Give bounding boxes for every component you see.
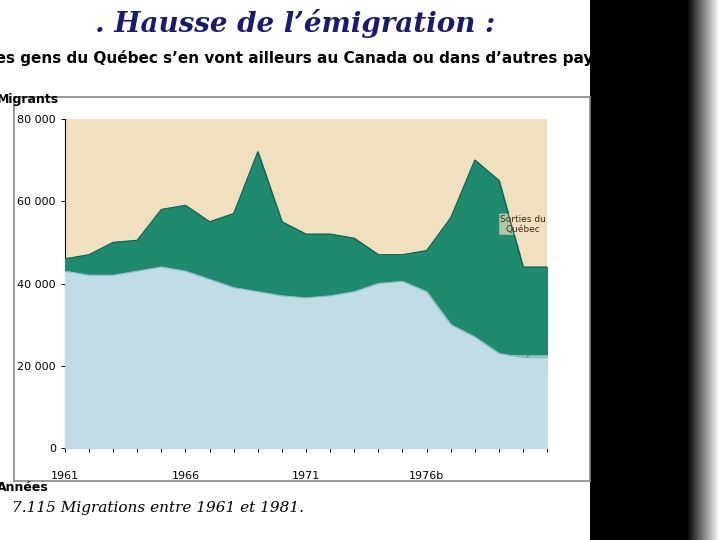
Text: . Hausse de l’émigration :: . Hausse de l’émigration :: [95, 9, 495, 38]
Text: 1971: 1971: [292, 471, 320, 481]
Text: Migrants: Migrants: [0, 93, 59, 106]
Text: 7.115 Migrations entre 1961 et 1981.: 7.115 Migrations entre 1961 et 1981.: [12, 501, 304, 515]
Text: 1966: 1966: [171, 471, 199, 481]
Text: Années: Années: [0, 481, 49, 494]
Text: Des gens du Québec s’en vont ailleurs au Canada ou dans d’autres pays.: Des gens du Québec s’en vont ailleurs au…: [0, 50, 608, 66]
Text: Sorties du
Québec: Sorties du Québec: [500, 214, 546, 234]
Text: 1976b: 1976b: [409, 471, 444, 481]
Text: Entrées
au Québec: Entrées au Québec: [499, 356, 547, 375]
Text: 1961: 1961: [50, 471, 79, 481]
